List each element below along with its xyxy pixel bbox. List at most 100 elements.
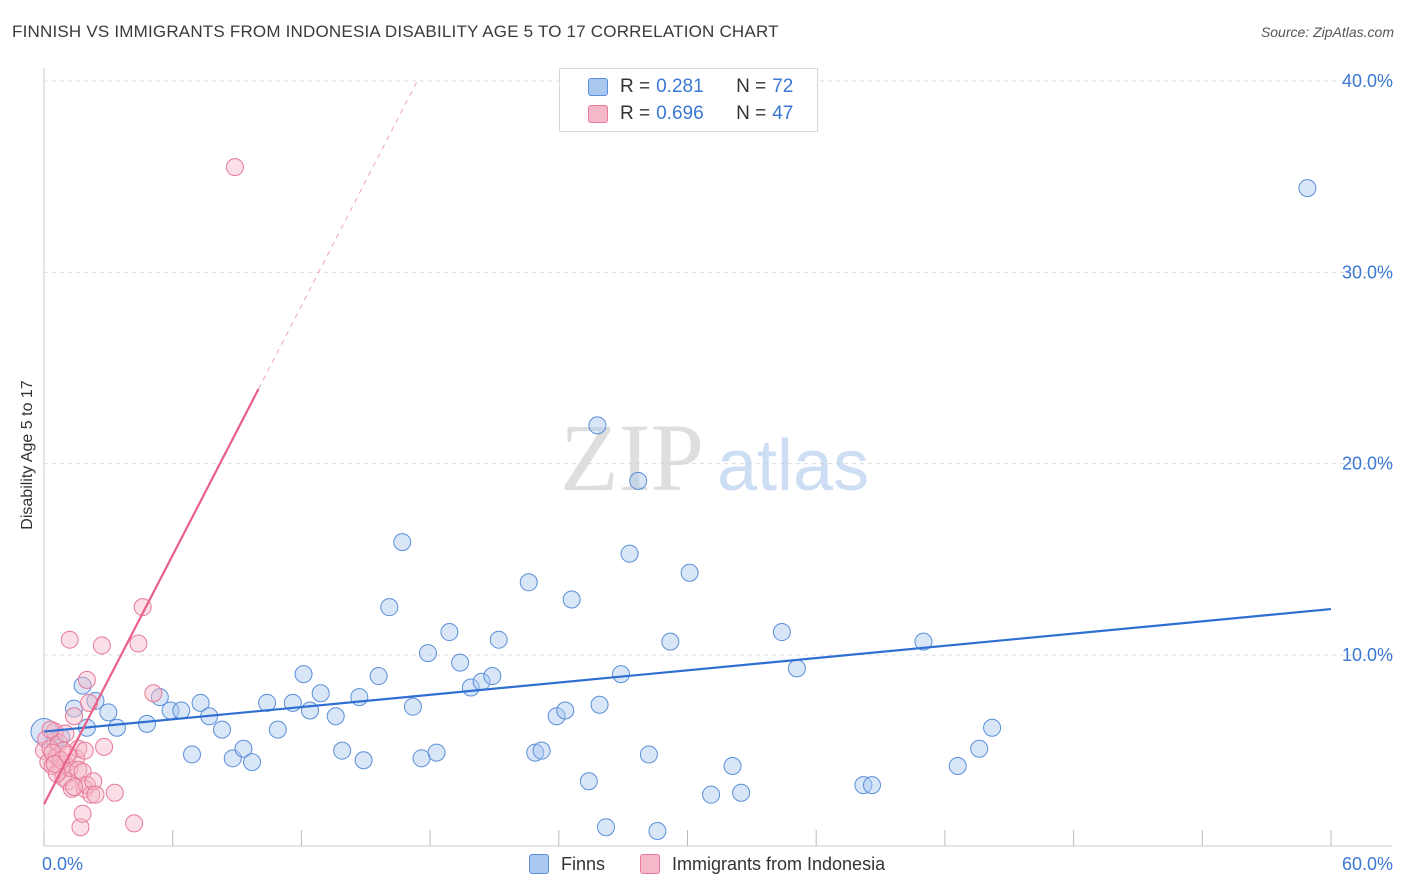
indonesia-point (82, 785, 101, 804)
y-tick-label: 20.0% (1342, 454, 1393, 474)
finns-point (970, 739, 989, 758)
indonesia-trend-extension (258, 80, 418, 390)
finns-point (172, 701, 191, 720)
finns-point (702, 785, 721, 804)
legend-r-value: 0.281 (656, 76, 704, 97)
finns-point (333, 741, 352, 760)
finns-point (596, 818, 615, 837)
finns-point (547, 707, 566, 726)
bottom-legend-swatch-blue (529, 854, 549, 874)
finns-point (183, 745, 202, 764)
finns-point (300, 701, 319, 720)
finns-point (680, 563, 699, 582)
finns-point (234, 739, 253, 758)
finns-point (489, 630, 508, 649)
indonesia-point (125, 814, 144, 833)
finns-point (639, 745, 658, 764)
indonesia-point (45, 755, 64, 774)
finns-point (948, 756, 967, 775)
indonesia-point (225, 158, 244, 177)
indonesia-point (95, 737, 114, 756)
finns-point (354, 751, 373, 770)
indonesia-point (56, 724, 75, 743)
finns-point (294, 665, 313, 684)
x-tick-label-min: 0.0% (42, 854, 83, 874)
stats-legend: R = 0.281 N = 72 R = 0.696 N = 47 (559, 68, 818, 132)
finns-point (562, 590, 581, 609)
watermark-zip: ZIP (560, 404, 704, 511)
indonesia-point (75, 741, 94, 760)
tick-labels: 10.0% 20.0% 30.0% 40.0% 0.0% 60.0% (42, 71, 1393, 874)
indonesia-point (65, 778, 84, 797)
finns-point (418, 644, 437, 663)
finns-point (326, 707, 345, 726)
finns-trend-line (43, 607, 1332, 733)
finns-point (629, 471, 648, 490)
watermark-atlas: atlas (717, 426, 869, 506)
indonesia-point (80, 693, 99, 712)
indonesia-point (60, 630, 79, 649)
finns-point (191, 693, 210, 712)
legend-r-value: 0.696 (656, 103, 704, 124)
watermark: ZIP atlas (560, 404, 869, 511)
indonesia-point (144, 684, 163, 703)
finns-point (311, 684, 330, 703)
legend-swatch-pink (588, 105, 608, 123)
finns-point (772, 623, 791, 642)
finns-point (532, 741, 551, 760)
gridlines (44, 80, 1392, 656)
y-tick-label: 40.0% (1342, 71, 1393, 91)
source-label: Source: ZipAtlas.com (1260, 24, 1394, 40)
finns-point (440, 623, 459, 642)
legend-swatch-blue (588, 78, 608, 96)
finns-point (268, 720, 287, 739)
bottom-legend-label-indonesia: Immigrants from Indonesia (672, 853, 886, 874)
finns-point (526, 743, 545, 762)
finns-point (612, 665, 631, 684)
trend-lines (43, 80, 1332, 805)
indonesia-point (105, 783, 124, 802)
indonesia-point (73, 804, 92, 823)
finns-point (137, 714, 156, 733)
indonesia-point (84, 772, 103, 791)
legend-row-finns: R = 0.281 N = 72 (560, 74, 793, 100)
indonesia-trend-line (43, 388, 260, 805)
finns-point (590, 695, 609, 714)
finns-point (648, 822, 667, 841)
x-tick-label-max: 60.0% (1342, 854, 1393, 874)
finns-point (380, 598, 399, 617)
finns-point (588, 416, 607, 435)
indonesia-point (86, 785, 105, 804)
legend-row-indonesia: R = 0.696 N = 47 (560, 101, 793, 127)
indonesia-point (92, 636, 111, 655)
finns-point (787, 659, 806, 678)
legend-r-label: R = (620, 103, 651, 124)
finns-point (403, 697, 422, 716)
indonesia-point (71, 818, 90, 837)
finns-point (427, 743, 446, 762)
legend-n-label: N = (736, 103, 767, 124)
finns-point (107, 718, 126, 737)
finns-point (99, 703, 118, 722)
y-tick-label: 10.0% (1342, 645, 1393, 665)
finns-point (243, 753, 262, 772)
finns-point (1298, 179, 1317, 198)
finns-point (983, 718, 1002, 737)
finns-point (393, 533, 412, 552)
finns-point (732, 783, 751, 802)
finns-point (579, 772, 598, 791)
finns-point (862, 776, 881, 795)
bottom-legend-finns: Finns (529, 852, 605, 876)
finns-point (451, 653, 470, 672)
legend-n-value: 47 (772, 103, 794, 124)
finns-point (213, 720, 232, 739)
indonesia-point (65, 707, 84, 726)
legend-n-label: N = (736, 76, 767, 97)
legend-n-value: 72 (772, 76, 794, 97)
finns-point (369, 667, 388, 686)
bottom-legend-label-finns: Finns (561, 853, 606, 874)
indonesia-point (129, 634, 148, 653)
axes (43, 68, 1392, 847)
chart-title: FINNISH VS IMMIGRANTS FROM INDONESIA DIS… (12, 22, 779, 41)
